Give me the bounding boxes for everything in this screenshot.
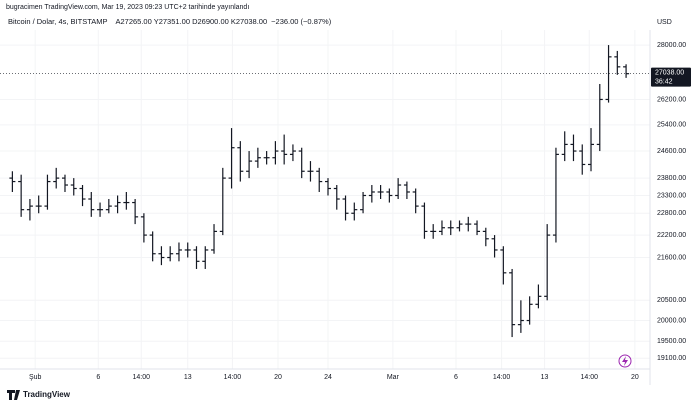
axis-labels: 28000.00 26200.00 25400.00 24600.00 23800.00… <box>29 42 691 381</box>
ohlc-values: A27265.00 Y27351.00 D26900.00 K27038.00 <box>115 17 267 26</box>
symbol: Bitcoin / Dolar, 4s, BITSTAMP <box>8 17 107 26</box>
publisher: bugracimen TradingView.com, Mar 19, 2023… <box>6 4 249 11</box>
y-tick-label: 21600.00 <box>657 254 686 261</box>
bars <box>0 45 650 338</box>
change: −236.00 (−0.87%) <box>271 17 332 26</box>
x-tick-label: 6 <box>454 374 458 381</box>
event-icon[interactable] <box>618 354 632 368</box>
x-tick-label: 13 <box>184 374 192 381</box>
x-tick-label: 14:00 <box>132 374 150 381</box>
countdown: 36:42 <box>655 79 673 86</box>
y-tick-label: 23800.00 <box>657 175 686 182</box>
event-icon-bolt <box>622 356 628 366</box>
grid <box>0 30 650 369</box>
x-tick-label: 14:00 <box>580 374 598 381</box>
y-tick-label: 20500.00 <box>657 297 686 304</box>
x-tick-label: 20 <box>631 374 639 381</box>
y-tick-label: 24600.00 <box>657 148 686 155</box>
x-tick-label: 14:00 <box>493 374 511 381</box>
y-tick-label: 25400.00 <box>657 122 686 129</box>
last-price-label: 27038.00 <box>655 70 684 77</box>
x-tick-label: 20 <box>274 374 282 381</box>
y-tick-label: 22800.00 <box>657 210 686 217</box>
last-price-box <box>651 67 691 87</box>
x-tick-label: 14:00 <box>224 374 242 381</box>
x-tick-label: 6 <box>96 374 100 381</box>
y-tick-label: 19100.00 <box>657 355 686 362</box>
x-tick-label: 13 <box>541 374 549 381</box>
y-tick-label: 20000.00 <box>657 317 686 324</box>
y-tick-label: 23300.00 <box>657 192 686 199</box>
x-tick-label: Şub <box>29 374 42 381</box>
footer <box>0 385 696 404</box>
tv-logo <box>7 390 20 400</box>
currency: USD <box>657 19 672 26</box>
x-tick-label: Mar <box>387 374 400 381</box>
y-tick-label: 26200.00 <box>657 96 686 103</box>
y-tick-label: 22200.00 <box>657 232 686 239</box>
brand: TradingView <box>23 390 71 399</box>
y-tick-label: 19500.00 <box>657 338 686 345</box>
y-tick-label: 28000.00 <box>657 42 686 49</box>
x-tick-label: 24 <box>324 374 332 381</box>
